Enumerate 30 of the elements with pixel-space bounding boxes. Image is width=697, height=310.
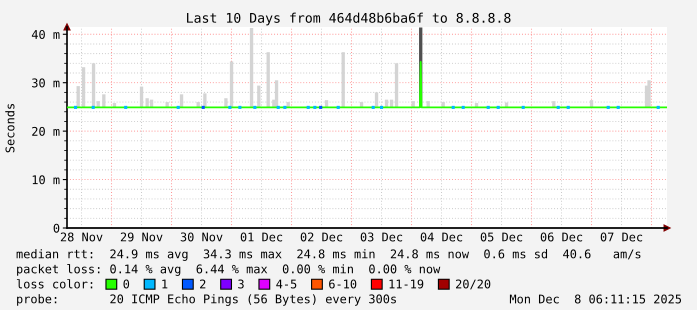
legend-label: 0	[123, 279, 130, 288]
text: packet loss: 0.14 % avg 6.44 % max 0.00 % min 0.00 % now	[17, 264, 440, 276]
text: probe: 20 ICMP Echo Pings (56 Bytes) every 300s	[17, 294, 396, 306]
legend-title: loss color:	[16, 279, 92, 288]
chart-title: Last 10 Days from 464d48b6ba6f to 8.8.8.8	[187, 12, 511, 26]
text: median rtt: 24.9 ms avg 34.3 ms max 24.8 ms min 24.8 ms now 0.6 ms sd 40.6 am/s	[16, 249, 640, 261]
x-tick-label: 01 Dec	[240, 232, 282, 242]
x-tick-label: 28 Nov	[60, 232, 103, 242]
legend-label: 2	[200, 279, 206, 288]
x-tick-label: 02 Dec	[300, 232, 342, 242]
x-tick-label: 29 Nov	[120, 232, 163, 242]
legend-label: 11-19	[390, 279, 424, 288]
y-tick-label: 40 m	[32, 30, 60, 40]
text: Mon Dec 8 06:11:15 2025	[510, 294, 682, 304]
y-axis-title: Seconds	[5, 104, 14, 152]
y-tick-label: 20 m	[32, 126, 60, 136]
legend-label: 4-5	[276, 280, 296, 288]
legend-label: 6-10	[329, 279, 356, 288]
x-tick-label: 03 Dec	[360, 232, 402, 242]
x-tick-label: 30 Nov	[180, 232, 223, 242]
x-tick-label: 06 Dec	[540, 232, 582, 242]
x-tick-label: 05 Dec	[480, 232, 522, 242]
y-tick-label: 30 m	[32, 78, 60, 88]
y-tick-label: 10 m	[32, 175, 60, 184]
x-tick-label: 04 Dec	[420, 232, 462, 242]
legend-label: 1	[162, 280, 168, 288]
legend-label: 20/20	[456, 279, 490, 290]
y-tick-label: 0	[54, 224, 60, 233]
legend-label: 3	[238, 279, 244, 288]
x-tick-label: 07 Dec	[600, 232, 642, 242]
